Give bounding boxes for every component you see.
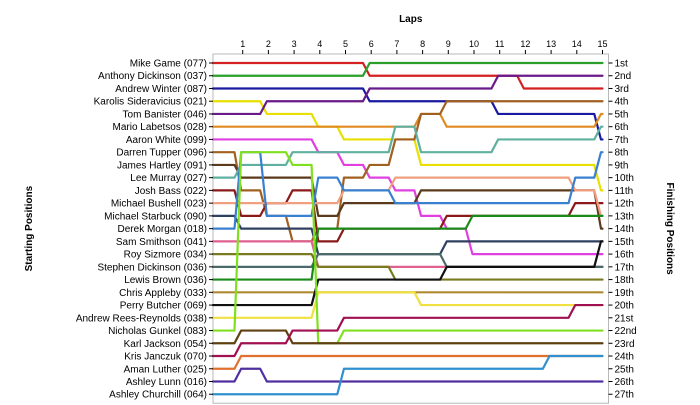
start-label: Ashley Churchill (064) [109,390,207,401]
lap-tick-label: 11 [495,39,504,49]
finish-label: 3rd [615,84,629,95]
start-label: Lee Murray (027) [130,173,207,184]
start-label: Sam Smithson (041) [116,237,207,248]
lap-tick-label: 15 [597,39,607,49]
finish-label: 22nd [615,326,637,337]
finish-label: 24th [615,352,634,363]
series-line [211,100,604,192]
lap-tick-label: 7 [394,39,399,49]
start-label: Stephen Dickinson (036) [97,262,207,273]
finish-label: 8th [615,148,629,159]
starting-position-labels: Mike Game (077)Anthony Dickinson (037) An… [76,59,213,401]
lap-tick-label: 1 [240,39,245,49]
finish-label: 20th [615,301,634,312]
finish-label: 17th [615,262,634,273]
finish-label: 16th [615,250,634,261]
finish-label: 7th [615,135,629,146]
y-axis-title-left: Starting Positions [24,185,35,271]
start-label: Derek Morgan (018) [118,224,207,235]
series-line [211,354,604,396]
start-label: Darren Tupper (096) [116,148,207,159]
series-line [211,163,604,230]
lap-tick-label: 5 [343,39,348,49]
series-line [211,214,604,281]
start-label: Kris Janczuk (070) [124,352,207,363]
lap-tick-label: 12 [520,39,530,49]
finish-label: 25th [615,364,634,375]
start-label: Perry Butcher (069) [120,301,207,312]
start-label: Michael Bushell (023) [111,199,207,210]
start-label: Andrew Winter (087) [115,84,207,95]
x-axis-title: Laps [399,14,423,25]
start-label: Roy Sizmore (034) [124,250,207,261]
start-label: Aman Luther (025) [124,364,207,375]
finish-label: 23rd [615,339,635,350]
finish-label: 14th [615,224,634,235]
series-line [211,176,604,217]
series-line [211,138,604,256]
series-line [211,291,604,319]
x-axis-ticks: 1 2 3 4 5 6 7 8 9 10 11 12 13 14 15 [240,39,608,54]
finish-label: 9th [615,160,629,171]
series-line [211,74,604,116]
series-lines [211,61,604,396]
finish-label: 19th [615,288,634,299]
y-axis-title-right: Finishing Positions [664,183,675,276]
start-label: Andrew Rees-Reynolds (038) [76,313,207,324]
series-line [211,354,604,370]
finish-label: 27th [615,390,634,401]
series-line [211,329,604,345]
finish-label: 15th [615,237,634,248]
lap-tick-label: 14 [572,39,582,49]
lap-tick-label: 9 [446,39,451,49]
start-label: Karl Jackson (054) [124,339,207,350]
lap-tick-label: 8 [420,39,425,49]
finish-label: 1st [615,59,629,70]
start-label: Aaron White (099) [126,135,207,146]
lap-tick-label: 2 [266,39,271,49]
start-label: Mike Game (077) [130,59,207,70]
start-label: Tom Banister (046) [123,109,207,120]
finish-label: 26th [615,377,634,388]
start-label: Chris Appleby (033) [119,288,207,299]
series-line [211,87,604,141]
finish-label: 18th [615,275,634,286]
series-line [211,303,604,358]
finish-label: 13th [615,211,634,222]
finish-label: 5th [615,109,629,120]
start-label: Anthony Dickinson (037) [98,71,207,82]
start-label: Josh Bass (022) [135,186,207,197]
lap-tick-label: 4 [317,39,322,49]
series-line [211,253,604,281]
lap-tick-label: 6 [369,39,374,49]
start-label: Nicholas Gunkel (083) [108,326,207,337]
lap-tick-label: 10 [469,39,479,49]
finish-label: 10th [615,173,634,184]
finish-label: 11th [615,186,634,197]
finish-label: 21st [615,313,634,324]
series-line [211,61,604,90]
series-line [211,61,604,77]
start-label: Mario Labetsos (028) [113,122,208,133]
series-line [211,125,604,179]
start-label: Karolis Sideravicius (021) [94,97,207,108]
finish-label: 6th [615,122,629,133]
start-label: Michael Starbuck (090) [104,211,207,222]
finishing-position-labels: 1st2nd3rd4th5th6th7th8th9th10th11th12th1… [608,59,637,401]
finish-label: 12th [615,199,634,210]
start-label: Ashley Lunn (016) [126,377,207,388]
series-line [211,240,604,307]
series-line [211,367,604,383]
start-label: Lewis Brown (036) [124,275,207,286]
start-label: James Hartley (091) [117,160,207,171]
lap-tick-label: 13 [546,39,556,49]
finish-label: 2nd [615,71,632,82]
lap-tick-label: 3 [292,39,297,49]
finish-label: 4th [615,97,629,108]
